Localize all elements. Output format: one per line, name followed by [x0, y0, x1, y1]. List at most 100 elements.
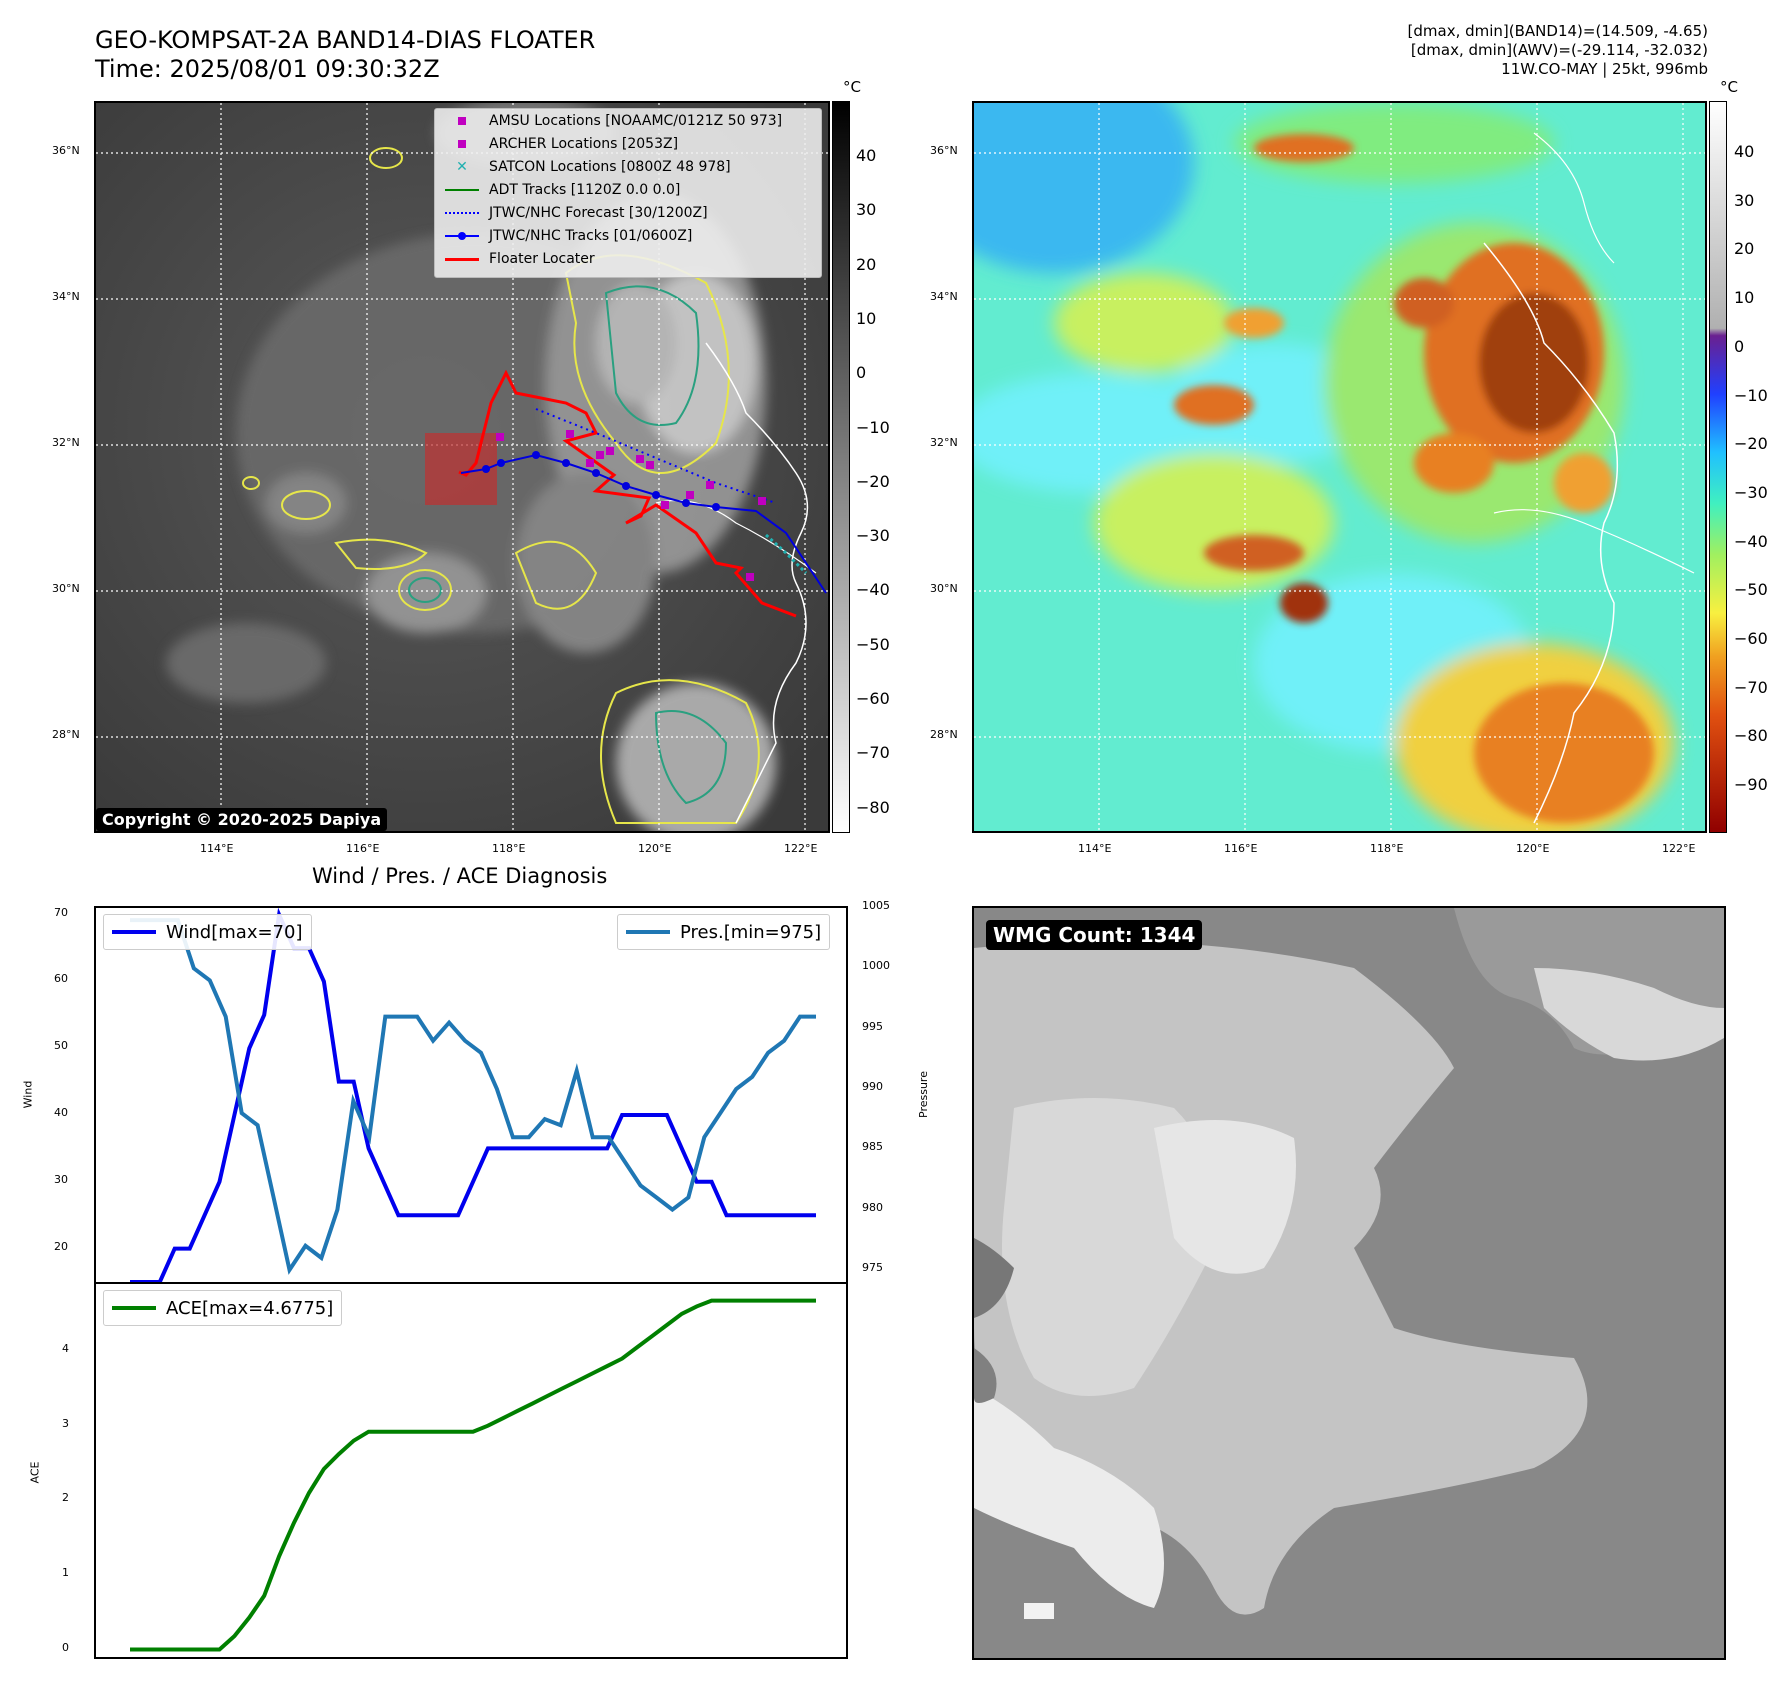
- lat-label-32-left: 32°N: [52, 436, 80, 449]
- wv-colorbar-tick: −30: [1734, 482, 1768, 502]
- wind-tick-label: 50: [54, 1039, 68, 1053]
- ir-colorbar-tick: −40: [856, 580, 890, 600]
- wv-colorbar-tick: 10: [1734, 288, 1755, 308]
- ir-map-image: [96, 103, 828, 831]
- pressure-legend: Pres.[min=975]: [617, 914, 831, 950]
- stats-block: [dmax, dmin](BAND14)=(14.509, -4.65) [dm…: [1408, 22, 1708, 79]
- wind-tick-label: 70: [54, 905, 68, 919]
- wv-map-image: [974, 103, 1705, 831]
- ir-colorbar-tick: −70: [856, 743, 890, 763]
- lat-label-28-right: 28°N: [930, 728, 958, 741]
- ace-tick-label: 4: [62, 1342, 69, 1356]
- wv-colorbar-tick: −40: [1734, 531, 1768, 551]
- wind-pressure-plot: [130, 908, 816, 1282]
- wind-line: [130, 908, 816, 1282]
- wv-colorbar-tick: −90: [1734, 775, 1768, 795]
- pressure-tick-label: 985: [862, 1140, 883, 1154]
- ir-colorbar-tick: −50: [856, 634, 890, 654]
- ir-map-panel: [94, 101, 830, 833]
- wv-colorbar-tick: −60: [1734, 629, 1768, 648]
- pressure-tick-label: 990: [862, 1079, 883, 1093]
- pressure-tick-label: 975: [862, 1260, 883, 1274]
- ir-colorbar-tick: 0: [856, 363, 867, 383]
- ir-colorbar-tick: −30: [856, 526, 890, 546]
- diagnosis-title: Wind / Pres. / ACE Diagnosis: [312, 864, 608, 888]
- lon-label-120-right: 120°E: [1516, 842, 1550, 855]
- ir-colorbar-tick: 20: [856, 254, 877, 274]
- ace-chart: [94, 1282, 848, 1659]
- ace-axis-label: ACE: [28, 1461, 42, 1484]
- wind-tick-label: 60: [54, 972, 68, 986]
- title-line-1: GEO-KOMPSAT-2A BAND14-DIAS FLOATER: [95, 26, 596, 54]
- wv-map-panel: [972, 101, 1707, 833]
- lon-label-122-left: 122°E: [784, 842, 818, 855]
- wv-colorbar-tick: −50: [1734, 580, 1768, 600]
- wind-tick-label: 30: [54, 1172, 68, 1186]
- lon-label-116-right: 116°E: [1224, 842, 1258, 855]
- lon-label-114-right: 114°E: [1078, 842, 1112, 855]
- wv-colorbar-tick: 40: [1734, 142, 1755, 161]
- lon-label-114-left: 114°E: [200, 842, 234, 855]
- wv-colorbar-tick: −70: [1734, 677, 1768, 697]
- wind-axis-label: Wind: [21, 1080, 35, 1109]
- ir-colorbar-tick: 30: [856, 200, 877, 220]
- wv-colorbar-tick: −80: [1734, 726, 1768, 746]
- ir-colorbar-unit: °C: [843, 78, 861, 96]
- lon-label-120-left: 120°E: [638, 842, 672, 855]
- title-line-2: Time: 2025/08/01 09:30:32Z: [95, 55, 440, 83]
- wmg-count-badge: WMG Count: 1344: [986, 920, 1203, 950]
- lat-label-36-left: 36°N: [52, 144, 80, 157]
- ace-plot: [130, 1298, 816, 1652]
- wmg-panel: [972, 906, 1726, 1660]
- legend-item-forecast: JTWC/NHC Forecast [30/1200Z]: [443, 203, 708, 223]
- stats-line-2: [dmax, dmin](AWV)=(-29.114, -32.032): [1410, 41, 1708, 59]
- wind-tick-label: 40: [54, 1106, 68, 1120]
- wv-colorbar-tick: 0: [1734, 336, 1745, 356]
- pressure-tick-label: 980: [862, 1200, 883, 1214]
- ir-colorbar-tick: 40: [856, 146, 877, 165]
- pressure-line: [130, 918, 816, 1275]
- wv-colorbar-tick: 30: [1734, 190, 1755, 210]
- lat-label-34-left: 34°N: [52, 290, 80, 303]
- ace-tick-label: 3: [62, 1416, 69, 1430]
- ace-line: [130, 1298, 816, 1652]
- legend-item-satcon: ✕ SATCON Locations [0800Z 48 978]: [456, 159, 731, 175]
- lon-label-122-right: 122°E: [1662, 842, 1696, 855]
- legend-item-adt: ADT Tracks [1120Z 0.0 0.0]: [443, 180, 680, 200]
- lat-label-28-left: 28°N: [52, 728, 80, 741]
- ace-tick-label: 0: [62, 1640, 69, 1654]
- wv-colorbar-tick: 20: [1734, 239, 1755, 259]
- ace-tick-label: 1: [62, 1565, 69, 1579]
- lat-label-36-right: 36°N: [930, 144, 958, 157]
- pressure-tick-label: 995: [862, 1019, 883, 1033]
- ir-colorbar-tick: −80: [856, 797, 890, 817]
- wv-colorbar-tick: −10: [1734, 385, 1768, 405]
- ace-legend: ACE[max=4.6775]: [103, 1290, 343, 1326]
- ir-colorbar-tick: 10: [856, 308, 877, 328]
- lon-label-118-left: 118°E: [492, 842, 526, 855]
- wind-legend: Wind[max=70]: [103, 914, 312, 950]
- wv-colorbar-tick: −20: [1734, 434, 1768, 454]
- map-legend: AMSU Locations [NOAAMC/0121Z 50 973] ARC…: [434, 108, 822, 278]
- legend-item-amsu: AMSU Locations [NOAAMC/0121Z 50 973]: [443, 111, 782, 131]
- ace-tick-label: 2: [62, 1491, 69, 1505]
- ir-colorbar: [832, 101, 850, 833]
- pressure-tick-label: 1005: [862, 899, 890, 912]
- lat-label-30-right: 30°N: [930, 582, 958, 595]
- pressure-tick-label: 1000: [862, 959, 890, 973]
- lat-label-32-right: 32°N: [930, 436, 958, 449]
- copyright-badge: Copyright © 2020-2025 Dapiya: [96, 808, 388, 831]
- legend-item-floater: Floater Locater: [443, 249, 595, 269]
- lat-label-30-left: 30°N: [52, 582, 80, 595]
- ir-colorbar-tick: −10: [856, 417, 890, 437]
- legend-item-tracks: JTWC/NHC Tracks [01/0600Z]: [443, 226, 692, 246]
- stats-line-3: 11W.CO-MAY | 25kt, 996mb: [1501, 60, 1708, 78]
- legend-item-archer: ARCHER Locations [2053Z]: [443, 134, 678, 154]
- wind-pressure-chart: [94, 906, 848, 1284]
- lon-label-116-left: 116°E: [346, 842, 380, 855]
- wind-tick-label: 20: [54, 1239, 68, 1253]
- ir-colorbar-tick: −60: [856, 689, 890, 708]
- figure-title: GEO-KOMPSAT-2A BAND14-DIAS FLOATER Time:…: [95, 26, 595, 84]
- lon-label-118-right: 118°E: [1370, 842, 1404, 855]
- lat-label-34-right: 34°N: [930, 290, 958, 303]
